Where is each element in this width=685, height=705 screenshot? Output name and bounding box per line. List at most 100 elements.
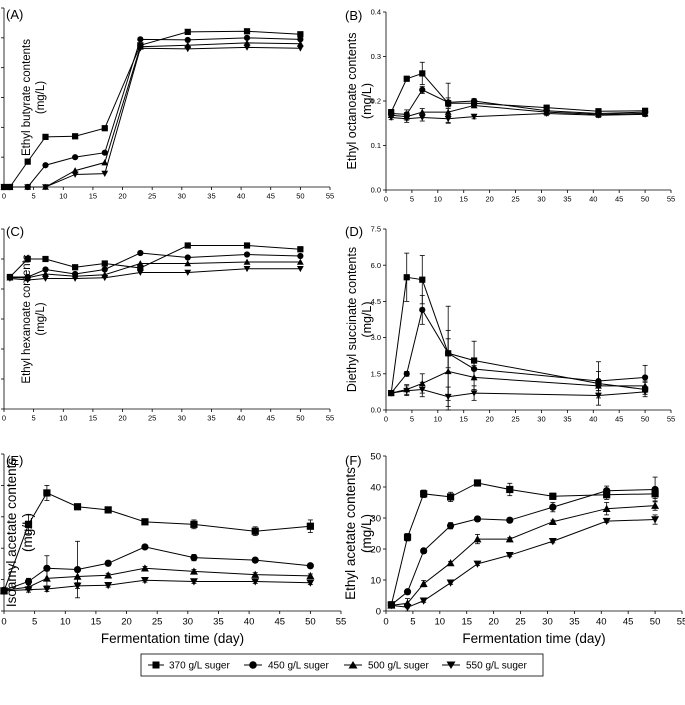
series-370 <box>388 252 649 406</box>
data-point <box>136 45 144 52</box>
data-point <box>243 39 251 46</box>
x-tick-label: 30 <box>537 195 545 204</box>
data-point <box>403 274 410 281</box>
y-axis-label-line: Ethyl octanoate contents <box>345 33 359 170</box>
y-tick-label: 4.5 <box>371 297 381 306</box>
series-line <box>391 388 646 398</box>
x-tick-label: 15 <box>91 617 102 628</box>
data-point <box>297 252 304 260</box>
x-tick-label: 30 <box>183 617 194 628</box>
y-tick-label: 0.0 <box>371 406 381 415</box>
data-point <box>42 585 51 593</box>
x-tick-label: 45 <box>615 195 623 204</box>
data-point <box>24 255 31 263</box>
legend: 370 g/L suger 450 g/L suger 500 g/L suge… <box>140 653 544 677</box>
data-point <box>419 70 426 77</box>
data-point <box>72 133 79 140</box>
data-point <box>137 264 144 272</box>
data-point <box>296 258 304 265</box>
x-tick-label: 10 <box>434 195 442 204</box>
data-point <box>101 125 108 132</box>
series-450 <box>6 249 304 281</box>
y-axis-label: Ethyl octanoate contents(mg/L) <box>345 33 374 170</box>
series-line <box>4 46 301 188</box>
data-point <box>296 40 304 47</box>
x-tick-label: 35 <box>213 617 224 628</box>
x-tick-label: 35 <box>207 414 215 423</box>
data-point <box>42 270 49 277</box>
series-line <box>390 276 646 394</box>
legend-item-370: 370 g/L suger <box>148 661 230 672</box>
x-tick-label: 5 <box>32 414 36 423</box>
x-tick-label: 35 <box>563 415 571 424</box>
data-point <box>101 170 109 177</box>
legend-item-450: 450 g/L suger <box>244 661 329 672</box>
data-point <box>137 36 144 43</box>
x-tick-label: 25 <box>515 617 526 628</box>
y-tick-label: 7.5 <box>371 225 381 234</box>
data-point <box>651 516 660 524</box>
data-point <box>251 578 260 586</box>
x-tick-label: 55 <box>677 617 685 628</box>
panel-a: 05101520253035404550550.00.10.20.30.40.5… <box>0 7 334 201</box>
series-550 <box>387 381 649 407</box>
data-point <box>420 547 428 555</box>
x-tick-label: 5 <box>32 192 36 201</box>
data-point <box>184 46 192 53</box>
data-point <box>641 111 649 118</box>
data-point <box>444 367 452 375</box>
x-tick-label: 0 <box>384 195 388 204</box>
data-point <box>419 579 428 587</box>
data-point <box>24 586 33 594</box>
data-point <box>403 370 410 377</box>
x-tick-label: 15 <box>460 195 468 204</box>
y-axis-label-line: (mg/L) <box>20 513 35 552</box>
series-line <box>3 492 311 592</box>
series-line <box>9 252 301 278</box>
legend-label-370: 370 g/L suger <box>169 661 230 672</box>
panel-label: (D) <box>345 224 363 239</box>
data-point <box>24 184 32 191</box>
x-tick-label: 30 <box>542 617 553 628</box>
series-line <box>391 89 646 115</box>
data-point <box>73 565 82 574</box>
data-point <box>184 269 192 276</box>
series-line <box>4 30 301 188</box>
x-tick-label: 50 <box>641 415 649 424</box>
x-tick-label: 0 <box>384 415 388 424</box>
data-point <box>243 258 251 265</box>
legend-label-450: 450 g/L suger <box>268 661 329 672</box>
data-point <box>470 97 478 105</box>
data-point <box>418 108 426 115</box>
series-550 <box>0 576 315 595</box>
data-point <box>101 149 108 156</box>
data-point <box>43 489 51 497</box>
data-point <box>641 374 649 381</box>
data-point <box>641 382 649 389</box>
data-point <box>104 506 112 514</box>
series-line <box>391 112 646 120</box>
x-tick-label: 10 <box>59 192 67 201</box>
x-tick-label: 50 <box>641 195 649 204</box>
x-tick-label: 55 <box>667 195 675 204</box>
data-point <box>297 36 304 43</box>
legend-label-550: 550 g/L suger <box>466 661 527 672</box>
data-point <box>419 597 428 605</box>
x-tick-label: 40 <box>237 192 245 201</box>
x-tick-label: 15 <box>89 414 97 423</box>
y-axis-label-line: (mg/L) <box>360 83 374 119</box>
x-tick-label: 20 <box>485 415 493 424</box>
data-point <box>602 504 611 512</box>
panel-b: 0 5 10 15 20 25 30 35 40 45 50 55 0.0 0.1 0.2 0.3 0.4 (B)… <box>345 8 675 204</box>
data-point <box>184 28 191 35</box>
x-tick-label: 45 <box>267 414 275 423</box>
data-point <box>403 116 411 123</box>
series-550 <box>387 514 660 612</box>
x-tick-label: 15 <box>89 192 97 201</box>
data-point <box>136 269 144 276</box>
y-axis-label: Ethyl acetate contents(mg/L) <box>343 467 374 600</box>
data-point <box>251 527 259 535</box>
panel-label: (F) <box>345 453 362 468</box>
data-point <box>190 554 198 562</box>
data-point <box>387 114 395 121</box>
